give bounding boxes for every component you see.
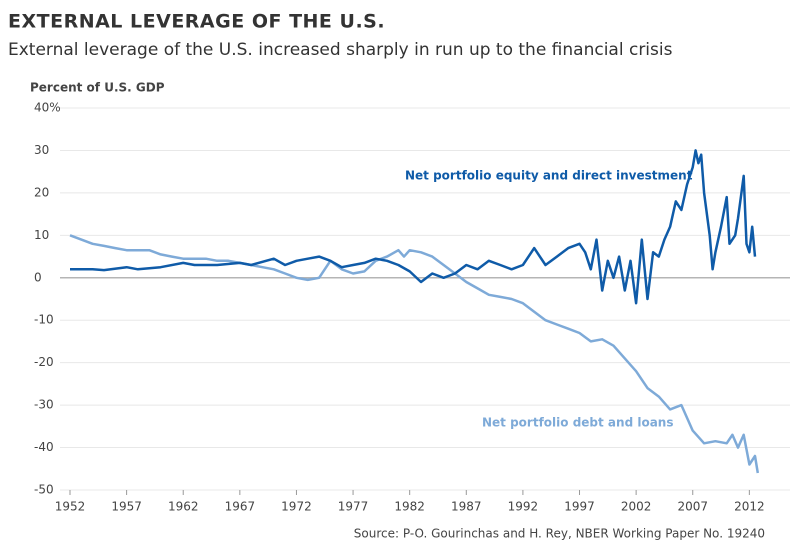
x-tick-label: 1957 xyxy=(111,500,142,514)
x-tick-label: 1972 xyxy=(281,500,312,514)
y-tick-label: 0 xyxy=(34,270,42,284)
series-line xyxy=(70,149,757,305)
x-tick-label: 1982 xyxy=(394,500,425,514)
series-label: Net portfolio equity and direct investme… xyxy=(405,169,693,183)
x-tick-label: 1977 xyxy=(338,500,369,514)
y-tick-label: 10 xyxy=(34,228,49,242)
chart-subtitle: External leverage of the U.S. increased … xyxy=(8,40,673,60)
y-tick-label: -30 xyxy=(34,398,54,412)
y-tick-label: -40 xyxy=(34,440,54,454)
x-tick-label: 2007 xyxy=(677,500,708,514)
x-tick-label: 1967 xyxy=(225,500,256,514)
x-tick-label: 2002 xyxy=(621,500,652,514)
y-tick-label: -50 xyxy=(34,483,54,497)
x-tick-label: 1997 xyxy=(564,500,595,514)
y-tick-label: 20 xyxy=(34,185,49,199)
x-tick-label: 1987 xyxy=(451,500,482,514)
y-tick-label: -10 xyxy=(34,313,54,327)
y-tick-label: 40% xyxy=(34,101,61,115)
y-tick-label: 30 xyxy=(34,143,49,157)
y-axis-label: Percent of U.S. GDP xyxy=(30,81,165,95)
x-tick-label: 1992 xyxy=(508,500,539,514)
chart-title: EXTERNAL LEVERAGE OF THE U.S. xyxy=(8,11,385,33)
y-tick-label: -20 xyxy=(34,355,54,369)
series-label: Net portfolio debt and loans xyxy=(482,416,673,430)
source-note: Source: P-O. Gourinchas and H. Rey, NBER… xyxy=(354,527,765,541)
series-line xyxy=(69,234,760,474)
x-tick-label: 2012 xyxy=(734,500,765,514)
x-tick-label: 1962 xyxy=(168,500,199,514)
x-tick-label: 1952 xyxy=(55,500,86,514)
